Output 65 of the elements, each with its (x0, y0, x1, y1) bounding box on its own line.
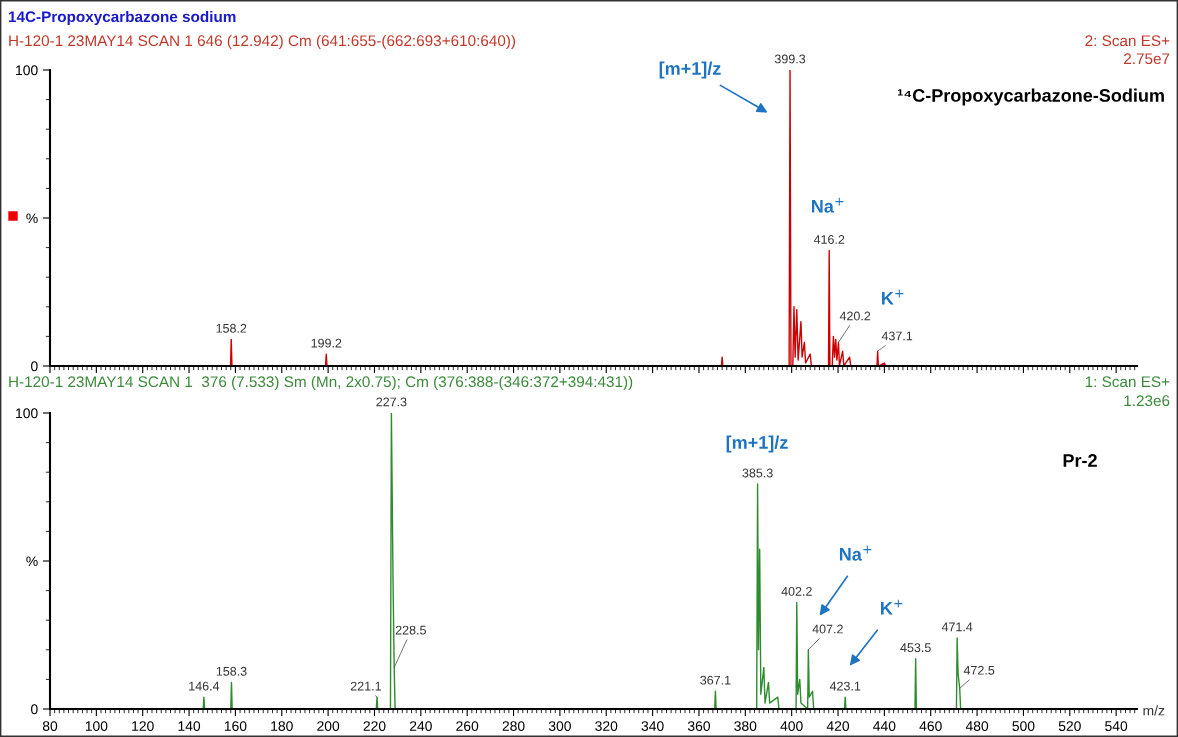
x-tick-label: 280 (502, 721, 525, 732)
annotation: 423.1 (829, 681, 861, 691)
y-tick-label: 0 (31, 704, 38, 715)
annotation: 407.2 (812, 624, 843, 634)
annotation: 472.5 (963, 665, 995, 675)
text: 1: Scan ES+ (1085, 376, 1170, 388)
annotation: 199.2 (311, 338, 342, 348)
annotation: 437.1 (881, 331, 913, 341)
annotation: 158.2 (216, 323, 247, 333)
annotation: 420.2 (839, 311, 871, 321)
x-tick-label: 400 (780, 721, 803, 732)
x-tick-label: 220 (363, 721, 386, 732)
x-tick-label: 180 (271, 721, 293, 732)
x-tick-label: 300 (548, 721, 571, 732)
y-tick-label: 100 (16, 408, 38, 419)
annotation: 416.2 (813, 235, 845, 244)
annotation: K$^{+}$ (881, 599, 903, 615)
annotation: Na$^{+}$ (839, 545, 872, 561)
x-tick-label: 140 (178, 721, 201, 732)
x-tick-label: 540 (1105, 721, 1128, 732)
chart-title: 14C-Propoxycarbazone sodium (8, 10, 236, 26)
chart-subtitle: H-120-1 23MAY14 SCAN 1 376 (7.533) Sm (Mn, 2x0.75); Cm (376:388-(346:372+394:431)) (9, 375, 633, 391)
annotation: ¹⁴C-Propoxycarbazone-Sodium (897, 88, 1164, 106)
x-tick-label: 440 (873, 721, 896, 732)
x-tick-label: 340 (641, 721, 664, 732)
x-tick-label: 240 (409, 721, 432, 732)
x-tick-label: 80 (42, 721, 58, 732)
x-tick-label: 260 (456, 721, 479, 732)
annotation: [m+1]/z (659, 61, 721, 79)
x-tick-label: 200 (317, 721, 340, 732)
x-tick-label: 460 (919, 721, 942, 732)
annotation: K$^{+}$ (882, 289, 904, 305)
x-tick-label: 420 (826, 721, 850, 732)
annotation: 385.3 (742, 468, 773, 478)
annotation: 402.2 (781, 586, 812, 596)
annotation: 453.5 (900, 643, 931, 653)
y-tick-label: % (26, 213, 38, 224)
annotation: Na$^{+}$ (811, 197, 844, 213)
x-tick-label: 320 (595, 721, 618, 732)
x-tick-label: 100 (85, 721, 108, 732)
annotation: 367.1 (700, 675, 731, 685)
text: 2.75e7 (1124, 53, 1170, 65)
x-tick-label: 360 (687, 721, 710, 732)
x-axis-title: m/z (1143, 705, 1165, 716)
text: 1.23e6 (1124, 395, 1170, 407)
annotation: 399.3 (774, 54, 806, 64)
x-tick-label: 120 (132, 721, 154, 732)
chart-subtitle: H-120-1 23MAY14 SCAN 1 646 (12.942) Cm (641:655-(662:693+610:640)) (9, 34, 516, 50)
annotation: 221.1 (350, 681, 381, 691)
y-tick-label: 0 (31, 361, 38, 372)
text: 2: Scan ES+ (1085, 35, 1170, 47)
x-tick-label: 500 (1012, 721, 1035, 732)
y-tick-label: % (26, 556, 38, 567)
x-tick-label: 380 (734, 721, 757, 732)
annotation: 471.4 (941, 622, 973, 632)
annotation: 146.4 (189, 681, 220, 691)
x-tick-label: 520 (1058, 721, 1081, 732)
x-tick-label: 160 (224, 721, 247, 732)
y-tick-label: 100 (16, 65, 38, 76)
annotation: 228.5 (395, 625, 426, 635)
annotation: 227.3 (376, 397, 407, 407)
x-tick-label: 480 (965, 721, 989, 732)
annotation: Pr-2 (1063, 454, 1097, 467)
annotation: [m+1]/z (726, 435, 788, 453)
annotation: 158.3 (216, 666, 247, 676)
